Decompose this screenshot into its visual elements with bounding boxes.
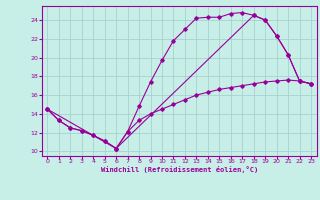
X-axis label: Windchill (Refroidissement éolien,°C): Windchill (Refroidissement éolien,°C) (100, 166, 258, 173)
